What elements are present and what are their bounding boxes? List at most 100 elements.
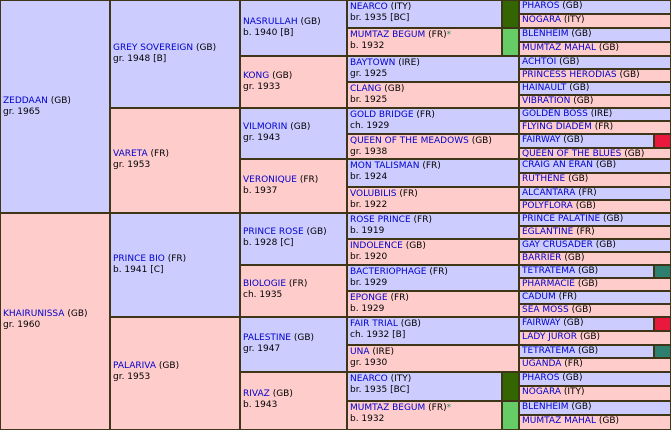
- horse-link[interactable]: RUTHENE: [522, 174, 566, 184]
- horse-link[interactable]: FAIRWAY: [522, 318, 561, 328]
- horse-link[interactable]: BLENHEIM: [522, 29, 569, 39]
- horse-link[interactable]: PHARMACIE: [522, 279, 575, 289]
- horse-link[interactable]: PHAROS: [522, 1, 560, 11]
- ancestor-cell: PRINCE ROSE (GB) b. 1928 [C]: [241, 214, 346, 264]
- horse-link[interactable]: HAINAULT: [522, 83, 567, 93]
- inbreeding-marker: [655, 318, 670, 330]
- ancestor-cell: TETRATEMA (GB): [520, 266, 653, 277]
- horse-link[interactable]: EGLANTINE: [522, 227, 574, 237]
- horse-link[interactable]: UNA: [350, 347, 370, 357]
- ancestor-cell: GAY CRUSADER (GB): [520, 240, 670, 251]
- ancestor-cell: SEA MOSS (GB): [520, 305, 670, 316]
- horse-link[interactable]: KONG: [243, 71, 270, 81]
- ancestor-cell: TETRATEMA (GB): [520, 346, 653, 357]
- horse-link[interactable]: NEARCO: [350, 2, 388, 12]
- ancestor-cell: PHARMACIE (GB): [520, 279, 670, 290]
- star-mark: *: [446, 403, 452, 413]
- ancestor-cell: NEARCO (ITY) br. 1935 [BC]: [348, 373, 501, 400]
- horse-link[interactable]: GOLDEN BOSS: [522, 109, 588, 119]
- horse-link[interactable]: KHAIRUNISSA: [3, 309, 65, 319]
- inbreeding-marker: [503, 1, 518, 27]
- dam-cell: KHAIRUNISSA (GB) gr. 1960: [1, 214, 109, 429]
- horse-link[interactable]: ROSE PRINCE: [350, 215, 411, 225]
- horse-link[interactable]: MON TALISMAN: [350, 161, 420, 171]
- horse-link[interactable]: ACHTOI: [522, 57, 557, 67]
- horse-link[interactable]: PRINCE BIO: [113, 254, 165, 264]
- horse-link[interactable]: EPONGE: [350, 293, 388, 303]
- horse-link[interactable]: MUMTAZ MAHAL: [522, 416, 596, 426]
- ancestor-cell: MUMTAZ BEGUM (FR)* b. 1932: [348, 29, 501, 55]
- horse-link[interactable]: VOLUBILIS: [350, 189, 397, 199]
- horse-link[interactable]: BAYTOWN: [350, 58, 396, 68]
- horse-link[interactable]: VIBRATION: [522, 96, 571, 106]
- horse-link[interactable]: GOLD BRIDGE: [350, 110, 414, 120]
- ancestor-cell: VARETA (FR) gr. 1953: [111, 109, 239, 212]
- horse-link[interactable]: LADY JUROR: [522, 332, 578, 342]
- ancestor-cell: CADUM (FR): [520, 292, 670, 303]
- ancestor-cell: UNA (IRE) gr. 1930: [348, 346, 518, 371]
- ancestor-cell: NOGARA (ITY): [520, 387, 670, 400]
- horse-link[interactable]: SEA MOSS: [522, 305, 569, 315]
- horse-link[interactable]: TETRATEMA: [522, 346, 576, 356]
- horse-link[interactable]: GREY SOVEREIGN: [113, 43, 194, 53]
- horse-link[interactable]: CRAIG AN ERAN: [522, 160, 594, 170]
- horse-link[interactable]: ZEDDAAN: [3, 96, 48, 106]
- horse-link[interactable]: QUEEN OF THE BLUES: [522, 149, 622, 158]
- horse-link[interactable]: FLYING DIADEM: [522, 122, 592, 132]
- horse-link[interactable]: INDOLENCE: [350, 241, 403, 251]
- ancestor-cell: QUEEN OF THE BLUES (GB): [520, 149, 670, 158]
- horse-link[interactable]: VARETA: [113, 149, 148, 159]
- horse-link[interactable]: PHAROS: [522, 373, 560, 383]
- inbreeding-marker: [655, 266, 670, 277]
- horse-link[interactable]: PRINCESS HERODIAS: [522, 70, 617, 80]
- horse-link[interactable]: MUMTAZ MAHAL: [522, 43, 596, 53]
- ancestor-cell: FAIR TRIAL (GB) ch. 1932 [B]: [348, 318, 518, 344]
- horse-link[interactable]: NOGARA: [522, 15, 561, 25]
- horse-link[interactable]: GAY CRUSADER: [522, 240, 593, 250]
- horse-link[interactable]: BARRIER: [522, 253, 562, 263]
- horse-link[interactable]: VERONIQUE: [243, 175, 297, 185]
- horse-link[interactable]: NOGARA: [522, 387, 561, 397]
- horse-link[interactable]: PALESTINE: [243, 333, 291, 343]
- horse-link[interactable]: BACTERIOPHAGE: [350, 267, 427, 277]
- horse-link[interactable]: UGANDA: [522, 359, 562, 369]
- horse-link[interactable]: FAIRWAY: [522, 135, 561, 145]
- ancestor-cell: VILMORIN (GB) gr. 1943: [241, 109, 346, 158]
- horse-link[interactable]: CADUM: [522, 292, 556, 302]
- ancestor-cell: RIVAZ (GB) b. 1943: [241, 373, 346, 429]
- horse-link[interactable]: VILMORIN: [243, 122, 288, 132]
- ancestor-cell: GREY SOVEREIGN (GB) gr. 1948 [B]: [111, 1, 239, 107]
- ancestor-cell: EGLANTINE (FR): [520, 227, 670, 238]
- horse-link[interactable]: PALARIVA: [113, 361, 157, 371]
- horse-link[interactable]: FAIR TRIAL: [350, 319, 398, 329]
- horse-link[interactable]: PRINCE PALATINE: [522, 214, 601, 224]
- ancestor-cell: BACTERIOPHAGE (FR) br. 1929: [348, 266, 518, 290]
- ancestor-cell: PALARIVA (GB) gr. 1953: [111, 318, 239, 429]
- ancestor-cell: BAYTOWN (IRE) gr. 1925: [348, 57, 518, 81]
- ancestor-cell: POLYFLORA (GB): [520, 201, 670, 212]
- ancestor-cell: INDOLENCE (GB) br. 1920: [348, 240, 518, 264]
- horse-link[interactable]: TETRATEMA: [522, 266, 576, 276]
- horse-link[interactable]: NEARCO: [350, 374, 388, 384]
- horse-link[interactable]: BLENHEIM: [522, 402, 569, 412]
- ancestor-cell: NASRULLAH (GB) b. 1940 [B]: [241, 1, 346, 55]
- horse-link[interactable]: BIOLOGIE: [243, 279, 287, 289]
- horse-link[interactable]: CLANG: [350, 84, 382, 94]
- horse-link[interactable]: MUMTAZ BEGUM: [350, 30, 426, 40]
- ancestor-cell: NOGARA (ITY): [520, 15, 670, 27]
- ancestor-cell: BARRIER (GB): [520, 253, 670, 264]
- horse-link[interactable]: PRINCE ROSE: [243, 227, 304, 237]
- inbreeding-marker: [655, 346, 670, 357]
- horse-link[interactable]: MUMTAZ BEGUM: [350, 403, 426, 413]
- ancestor-cell: PALESTINE (GB) gr. 1947: [241, 318, 346, 371]
- horse-link[interactable]: QUEEN OF THE MEADOWS: [350, 136, 469, 146]
- horse-link[interactable]: POLYFLORA: [522, 201, 573, 211]
- ancestor-cell: MUMTAZ BEGUM (FR)* b. 1932: [348, 402, 501, 429]
- sire-cell: ZEDDAAN (GB) gr. 1965: [1, 1, 109, 212]
- horse-link[interactable]: RIVAZ: [243, 389, 270, 399]
- ancestor-cell: NEARCO (ITY) br. 1935 [BC]: [348, 1, 501, 27]
- horse-link[interactable]: ALCANTARA: [522, 188, 576, 198]
- ancestor-cell: GOLDEN BOSS (IRE): [520, 109, 670, 120]
- horse-link[interactable]: NASRULLAH: [243, 17, 298, 27]
